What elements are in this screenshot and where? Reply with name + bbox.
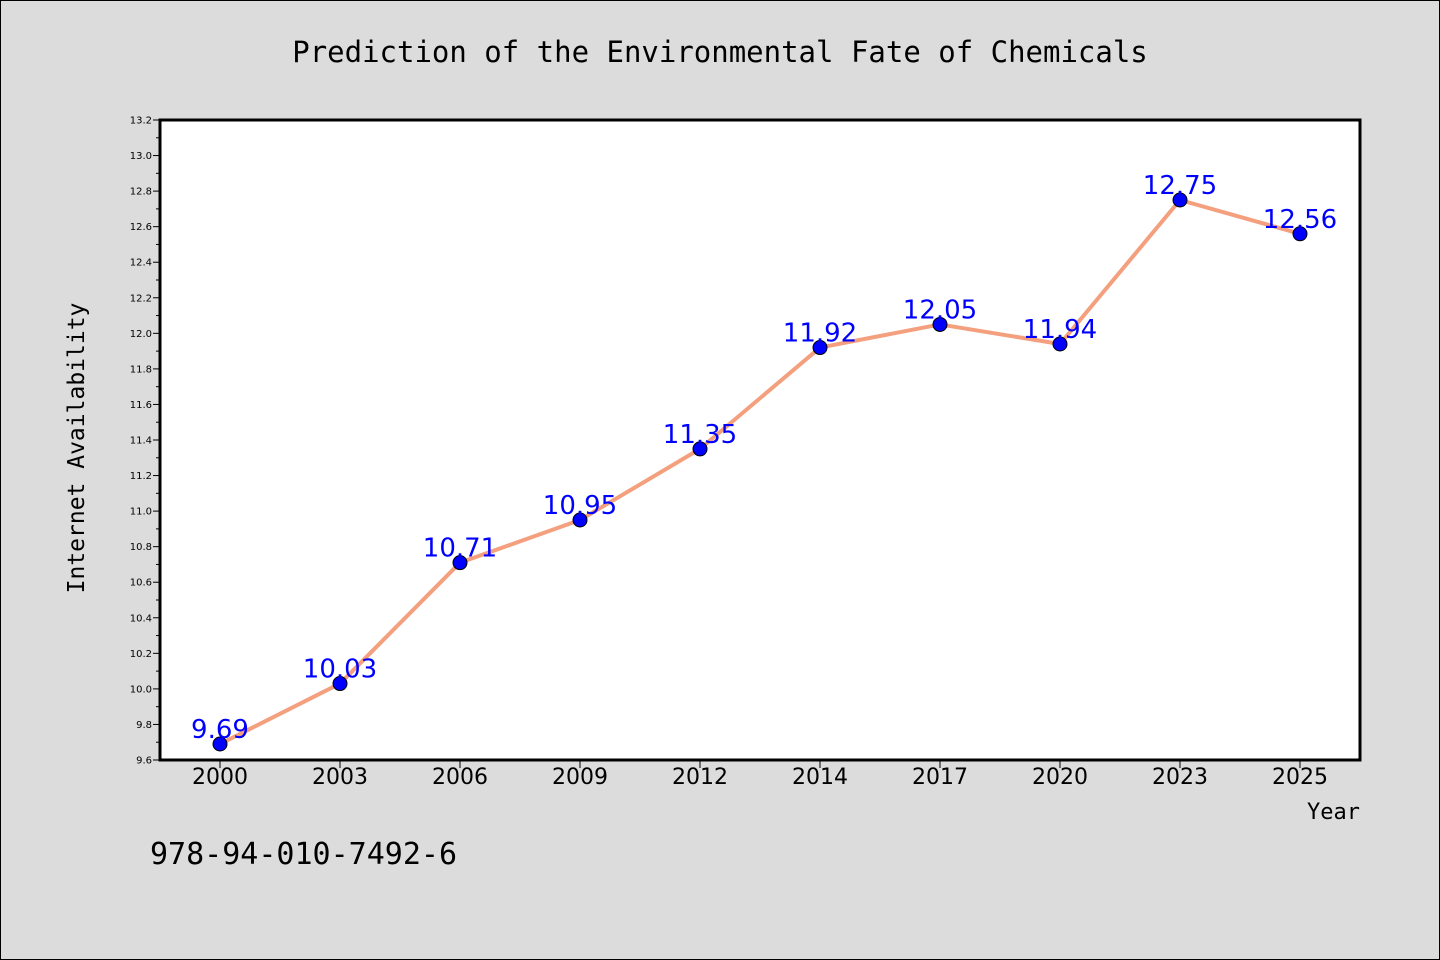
x-tick-label: 2017 [912, 765, 968, 790]
y-tick-label: 11.4 [130, 436, 152, 447]
data-label: 11.94 [1023, 315, 1097, 345]
y-tick-label: 12.0 [130, 329, 152, 340]
x-axis-label: Year [1307, 800, 1360, 825]
x-tick-label: 2025 [1272, 765, 1328, 790]
y-tick-label: 12.2 [130, 293, 152, 304]
data-label: 12.75 [1143, 171, 1217, 201]
y-tick-label: 11.6 [130, 400, 152, 411]
markers-layer [212, 192, 1308, 752]
data-point [1172, 192, 1188, 208]
y-tick-label: 12.8 [130, 187, 152, 198]
x-tick-label: 2023 [1152, 765, 1208, 790]
y-tick-label: 11.8 [130, 364, 152, 375]
data-point [812, 340, 828, 356]
x-tick-label: 2009 [552, 765, 608, 790]
data-point [1292, 226, 1308, 242]
data-point [932, 316, 948, 332]
y-tick-label: 13.0 [130, 151, 152, 162]
series-line [219, 198, 1301, 746]
x-tick-label: 2014 [792, 765, 848, 790]
plot-border [158, 118, 1362, 762]
axis-ticks: 9.6 9.8 10.0 10.2 10.4 10.6 10.8 11.0 11.2 11.4 11… [130, 116, 1328, 791]
y-tick-label: 13.2 [130, 116, 152, 127]
y-tick-label: 9.6 [136, 756, 152, 767]
footer-isbn: 978-94-010-7492-6 [150, 837, 457, 872]
data-point [212, 736, 228, 752]
y-tick-label: 10.4 [130, 613, 152, 624]
data-point [572, 512, 588, 528]
data-label: 10.71 [423, 534, 497, 564]
data-point [332, 676, 348, 692]
y-tick-label: 10.8 [130, 542, 152, 553]
data-label: 11.92 [783, 319, 857, 349]
y-tick-label: 10.2 [130, 649, 152, 660]
series-line-layer [219, 198, 1301, 746]
x-tick-label: 2006 [432, 765, 488, 790]
x-tick-label: 2003 [312, 765, 368, 790]
y-axis-label: Internet Availability [64, 303, 90, 594]
data-labels-layer: 9.69 10.03 10.71 10.95 11.35 11.92 12.05 11.94 1… [191, 171, 1337, 745]
data-label: 10.95 [543, 491, 617, 521]
y-tick-label: 12.6 [130, 222, 152, 233]
data-point [692, 441, 708, 457]
y-tick-label: 11.2 [130, 471, 152, 482]
data-label: 9.69 [191, 715, 249, 745]
y-tick-label: 12.4 [130, 258, 152, 269]
y-tick-label: 10.0 [130, 684, 152, 695]
data-label: 10.03 [303, 655, 377, 685]
y-tick-label: 11.0 [130, 507, 152, 518]
x-tick-label: 2000 [192, 765, 248, 790]
data-point [1052, 336, 1068, 352]
data-point [452, 555, 468, 571]
data-label: 12.05 [903, 295, 977, 325]
x-tick-label: 2012 [672, 765, 728, 790]
y-tick-label: 9.8 [136, 720, 152, 731]
data-label: 12.56 [1263, 205, 1337, 235]
x-tick-label: 2020 [1032, 765, 1088, 790]
y-tick-label: 10.6 [130, 578, 152, 589]
chart-title: Prediction of the Environmental Fate of … [292, 35, 1148, 69]
data-label: 11.35 [663, 420, 737, 450]
